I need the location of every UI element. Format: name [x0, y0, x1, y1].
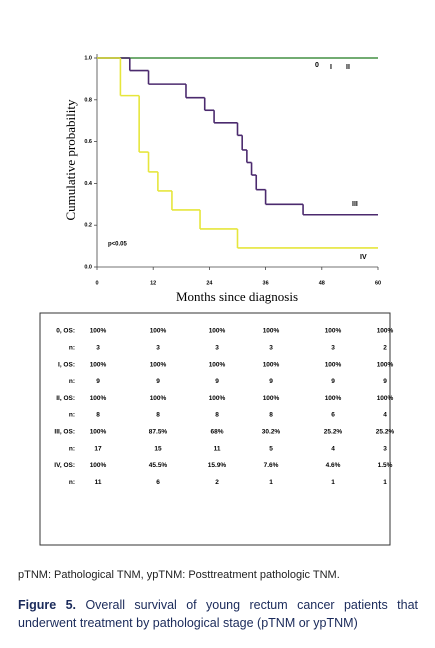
table-cell: 100%: [90, 395, 107, 402]
y-tick-label: 0.2: [84, 223, 92, 229]
table-cell: 100%: [325, 361, 342, 368]
table-cell: 6: [331, 412, 335, 419]
table-cell: 15.9%: [208, 462, 227, 469]
x-tick-label: 48: [319, 280, 325, 286]
table-cell: 100%: [150, 395, 167, 402]
row-label: 0, OS:: [56, 328, 75, 335]
row-label: n:: [69, 412, 75, 419]
figure: Cumulative probability Months since diag…: [39, 54, 395, 546]
table-cell: 8: [96, 412, 100, 419]
x-tick-label: 24: [206, 280, 213, 286]
table-cell: 4.6%: [326, 462, 341, 469]
table-cell: 100%: [377, 361, 394, 368]
caption-label: Figure 5.: [18, 598, 77, 612]
table-cell: 11: [95, 479, 102, 486]
table-cell: 100%: [90, 361, 107, 368]
row-label: IV, OS:: [54, 462, 75, 469]
curve-label: I: [330, 64, 332, 71]
x-axis-label: Months since diagnosis: [176, 289, 298, 304]
table-cell: 3: [96, 345, 100, 352]
table-cell: 17: [94, 445, 102, 452]
caption: Figure 5. Overall survival of young rect…: [18, 596, 418, 632]
note: pTNM: Pathological TNM, ypTNM: Posttreat…: [18, 569, 340, 581]
table-cell: 100%: [377, 328, 394, 335]
table-cell: 100%: [209, 395, 226, 402]
table-cell: 8: [269, 412, 273, 419]
table-cell: 5: [269, 445, 273, 452]
table-cell: 100%: [90, 462, 107, 469]
x-tick-label: 36: [263, 280, 269, 286]
table-cell: 100%: [150, 328, 167, 335]
table-cell: 1: [331, 479, 335, 486]
y-tick-label: 0.6: [84, 139, 92, 145]
table-cell: 100%: [90, 429, 107, 436]
y-axis-label: Cumulative probability: [63, 99, 78, 220]
table-cell: 100%: [263, 328, 280, 335]
y-tick-label: 0.4: [84, 181, 93, 187]
table-cell: 30.2%: [262, 429, 281, 436]
table-cell: 2: [215, 479, 219, 486]
table-cell: 9: [215, 378, 219, 385]
row-label: n:: [69, 445, 75, 452]
row-label: n:: [69, 479, 75, 486]
y-tick-label: 0.8: [84, 97, 92, 103]
table-cell: 9: [331, 378, 335, 385]
row-label: II, OS:: [56, 395, 75, 402]
table-cell: 25.2%: [324, 429, 343, 436]
table-cell: 9: [269, 378, 273, 385]
table-cell: 15: [154, 445, 162, 452]
table-cell: 3: [215, 345, 219, 352]
table-cell: 8: [156, 412, 160, 419]
table-cell: 100%: [150, 361, 167, 368]
x-tick-label: 60: [375, 280, 381, 286]
table-cell: 8: [215, 412, 219, 419]
table-cell: 100%: [263, 361, 280, 368]
table-cell: 3: [383, 445, 387, 452]
curve-label: III: [352, 201, 358, 208]
table-cell: 9: [156, 378, 160, 385]
table-cell: 4: [331, 445, 335, 452]
row-label: n:: [69, 345, 75, 352]
table-cell: 11: [214, 445, 221, 452]
table-cell: 100%: [325, 395, 342, 402]
y-tick-label: 1.0: [84, 55, 92, 61]
table-cell: 1.5%: [378, 462, 393, 469]
table-cell: 4: [383, 412, 387, 419]
table-cell: 100%: [209, 361, 226, 368]
curve-label: II: [346, 64, 350, 71]
table-cell: 3: [331, 345, 335, 352]
table-cell: 68%: [210, 429, 223, 436]
table-cell: 6: [156, 479, 160, 486]
y-tick-label: 0.0: [84, 264, 92, 270]
x-tick-label: 12: [150, 280, 156, 286]
table-cell: 9: [383, 378, 387, 385]
table-cell: 100%: [263, 395, 280, 402]
row-label: I, OS:: [58, 361, 75, 368]
table-cell: 7.6%: [264, 462, 279, 469]
table-cell: 45.5%: [149, 462, 168, 469]
table-cell: 1: [383, 479, 387, 486]
table-cell: 100%: [209, 328, 226, 335]
table-cell: 9: [96, 378, 100, 385]
table-cell: 25.2%: [376, 429, 395, 436]
table-cell: 87.5%: [149, 429, 168, 436]
table-cell: 100%: [325, 328, 342, 335]
curve-label: IV: [360, 254, 367, 261]
table-cell: 100%: [90, 328, 107, 335]
caption-text: Overall survival of young rectum cancer …: [18, 598, 419, 630]
x-tick-label: 0: [95, 280, 98, 286]
row-label: III, OS:: [54, 429, 75, 436]
table-frame: [39, 312, 391, 546]
row-label: n:: [69, 378, 75, 385]
table-cell: 1: [269, 479, 273, 486]
table-cell: 2: [383, 345, 387, 352]
p-value: p<0.05: [108, 242, 128, 248]
curve-label: 0: [315, 62, 319, 69]
table-cell: 100%: [377, 395, 394, 402]
table-cell: 3: [269, 345, 273, 352]
table-cell: 3: [156, 345, 160, 352]
